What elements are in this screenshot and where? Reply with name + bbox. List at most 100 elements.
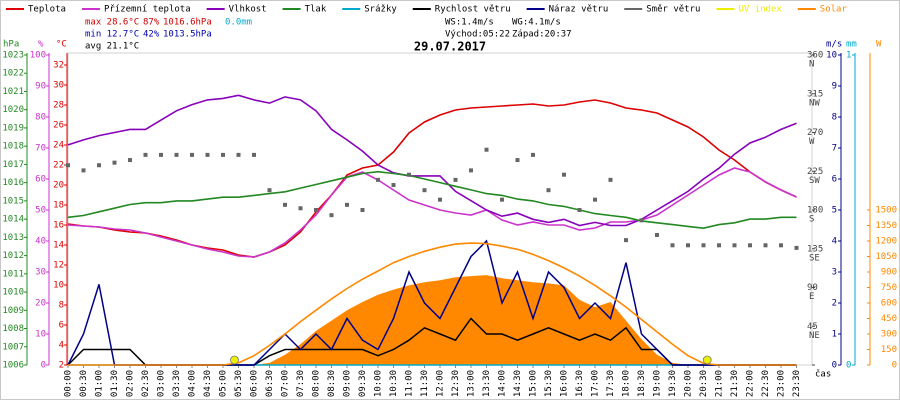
direction-point	[593, 197, 597, 202]
stat-text: avg 21.1°C	[85, 42, 139, 52]
y-tick-label: 28	[53, 101, 64, 111]
direction-point	[376, 177, 380, 182]
series-line	[68, 242, 797, 366]
x-tick-label: 22:30	[761, 370, 771, 397]
dir-tick-name: NE	[809, 331, 820, 341]
x-tick-label: 00:30	[79, 370, 89, 397]
axis-title: °C	[56, 40, 67, 50]
x-tick-label: 09:00	[343, 370, 353, 397]
x-tick-label: 02:30	[141, 370, 151, 397]
y-tick-label: 1020	[2, 105, 24, 115]
legend-label: Vlhkost	[229, 5, 267, 15]
y-tick-label: 1500	[875, 206, 897, 216]
x-tick-label: 18:00	[622, 370, 632, 397]
stat-text: 42%	[143, 30, 160, 40]
dir-tick-label: 225	[807, 167, 823, 177]
x-tick-label: 08:00	[312, 370, 322, 397]
y-tick-label: 26	[53, 121, 64, 131]
y-tick-label: 0	[846, 361, 851, 371]
legend-label: Srážky	[364, 5, 397, 15]
x-tick-label: 20:00	[684, 370, 694, 397]
y-tick-label: 70	[35, 144, 46, 154]
x-tick-label: 17:00	[591, 370, 601, 397]
dir-tick-name: N	[809, 60, 814, 70]
y-tick-label: 1014	[2, 215, 24, 225]
y-tick-label: 100	[30, 51, 46, 61]
dir-tick-label: 180	[807, 206, 823, 216]
direction-point	[159, 152, 163, 157]
direction-point	[686, 243, 690, 248]
x-tick-label: 21:00	[715, 370, 725, 397]
direction-point	[577, 208, 582, 212]
y-tick-label: 24	[53, 141, 64, 151]
x-tick-label: 23:30	[792, 370, 802, 397]
x-tick-label: 04:30	[203, 370, 213, 397]
direction-point	[608, 177, 613, 182]
x-tick-label: 10:30	[389, 370, 399, 397]
y-tick-label: 20	[53, 181, 64, 191]
x-tick-label: 21:30	[730, 370, 740, 397]
stat-text: 0.0mm	[225, 18, 252, 28]
x-tick-label: 23:00	[777, 370, 787, 397]
dir-tick-name: NW	[809, 98, 820, 108]
y-tick-label: 80	[35, 113, 46, 123]
series-line	[67, 170, 797, 230]
axis-title: hPa	[3, 40, 19, 50]
y-tick-label: 0	[41, 361, 46, 371]
y-tick-label: 4	[59, 341, 64, 351]
sun-marker	[702, 355, 712, 365]
y-tick-label: 0	[832, 361, 837, 371]
direction-point	[190, 152, 194, 157]
direction-point	[655, 232, 659, 237]
direction-point	[500, 197, 504, 202]
y-tick-label: 10	[35, 330, 46, 340]
x-tick-label: 22:00	[746, 370, 756, 397]
direction-point	[562, 172, 566, 177]
y-tick-label: 150	[881, 345, 897, 355]
x-tick-label: 14:30	[513, 370, 523, 397]
y-tick-label: 1019	[2, 123, 24, 133]
y-tick-label: 9	[832, 82, 837, 92]
direction-point	[717, 243, 721, 248]
x-tick-label: 17:30	[606, 370, 616, 397]
x-tick-label: 07:30	[296, 370, 306, 397]
axis-title: %	[38, 40, 44, 50]
x-tick-label: 07:00	[281, 370, 291, 397]
direction-point	[298, 206, 303, 211]
solar-area	[68, 275, 797, 365]
y-tick-label: 1007	[2, 342, 24, 352]
y-tick-label: 1017	[2, 160, 24, 170]
y-tick-label: 1021	[2, 87, 24, 97]
dir-tick-name: E	[809, 292, 814, 302]
y-tick-label: 1015	[2, 196, 24, 206]
direction-point	[391, 183, 396, 188]
direction-point	[143, 152, 148, 157]
y-tick-label: 900	[881, 268, 897, 278]
chart-title: 29.07.2017	[414, 40, 486, 54]
x-tick-label: 18:30	[637, 370, 647, 397]
x-tick-label: 19:30	[668, 370, 678, 397]
y-tick-label: 5	[832, 206, 837, 216]
y-tick-label: 90	[35, 82, 46, 92]
x-tick-label: 16:00	[560, 370, 570, 397]
stat-text: 1013.5hPa	[163, 30, 212, 40]
legend-label: Směr větru	[646, 5, 700, 15]
y-tick-label: 1008	[2, 324, 24, 334]
stat-text: 87%	[143, 18, 160, 28]
direction-point	[469, 168, 473, 173]
direction-point	[484, 147, 489, 152]
direction-point	[732, 243, 737, 248]
direction-point	[329, 213, 334, 218]
direction-point	[531, 152, 535, 157]
wind-info: Východ:05:22	[445, 30, 510, 40]
y-tick-label: 2	[832, 299, 837, 309]
stat-text: min 12.7°C	[85, 30, 139, 40]
x-tick-label: 13:00	[467, 370, 477, 397]
direction-point	[236, 152, 241, 157]
dir-tick-name: S	[809, 215, 814, 225]
x-tick-label: 08:30	[327, 370, 337, 397]
x-tick-label: 06:00	[250, 370, 260, 397]
dir-tick-name: W	[809, 137, 815, 147]
